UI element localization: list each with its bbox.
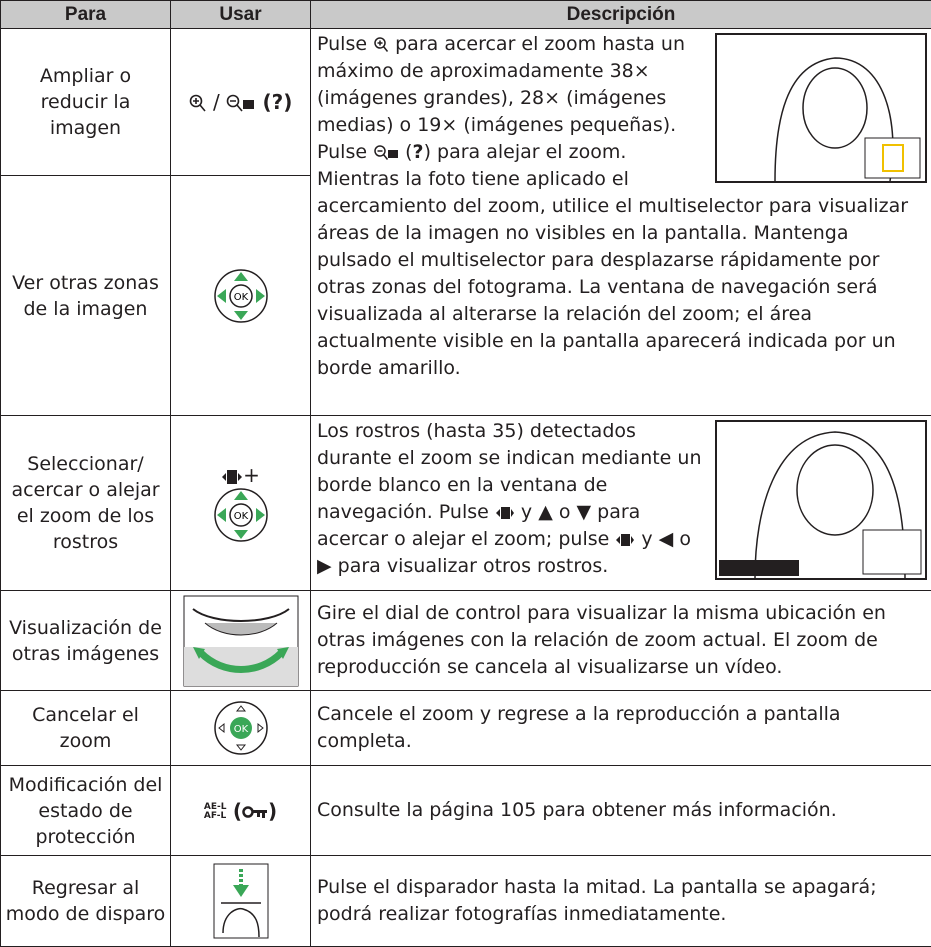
svg-text:OK: OK [233, 292, 248, 303]
para: Ampliar o reducir la imagen [1, 29, 171, 176]
row: Seleccionar/ acercar o alejar el zoom de… [1, 416, 931, 591]
usar [171, 591, 311, 691]
desc-text: Gire el dial de control para visualizar … [317, 602, 886, 678]
description: Pulse el disparador hasta la mitad. La p… [311, 856, 931, 947]
face-icon [615, 532, 635, 548]
desc-text: Pulse [317, 33, 373, 55]
desc-text: ( [399, 141, 412, 163]
shutter-icon [213, 863, 269, 939]
zoom-out-icon [373, 144, 399, 162]
zoom-in-icon [189, 94, 207, 114]
para: Visualización de otras imágenes [1, 591, 171, 691]
multiselector-icon: OK [213, 487, 269, 543]
desc-text: Consulte la página 105 para obtener más … [317, 799, 837, 821]
dial-icon [183, 595, 299, 687]
usar: OK [171, 176, 311, 416]
row: Ampliar o reducir la imagen / (?) Pulse … [1, 29, 931, 176]
zoom-image [715, 33, 927, 183]
usar-text: (?) [262, 90, 292, 114]
multiselector-icon: OK [213, 268, 269, 324]
description: Consulte la página 105 para obtener más … [311, 766, 931, 856]
desc-text: ? [413, 141, 424, 163]
usar-text: AF-L [204, 811, 226, 821]
zoom-in-icon [373, 36, 389, 54]
row: Modificación del estado de protección AE… [1, 766, 931, 856]
svg-text:OK: OK [233, 511, 248, 522]
description: Cancele el zoom y regrese a la reproducc… [311, 691, 931, 766]
description: Pulse para acercar el zoom hasta un máxi… [311, 29, 931, 416]
usar [171, 856, 311, 947]
usar: + OK [171, 416, 311, 591]
usar-text: / [213, 90, 220, 114]
face-icon [495, 505, 515, 521]
header: Descripción [311, 1, 931, 29]
header-row: Para Usar Descripción [1, 1, 931, 29]
key-icon [242, 805, 268, 819]
usar: / (?) [171, 29, 311, 176]
header: Para [1, 1, 171, 29]
desc-text: Cancele el zoom y regrese a la reproducc… [317, 703, 841, 752]
usar-text: ( [233, 799, 242, 823]
usar-text: + [243, 463, 260, 487]
row: Cancelar el zoom OK Cancele el zoom y re… [1, 691, 931, 766]
para: Seleccionar/ acercar o alejar el zoom de… [1, 416, 171, 591]
desc-text: Pulse el disparador hasta la mitad. La p… [317, 876, 877, 925]
svg-text:OK: OK [233, 724, 248, 735]
description: Los rostros (hasta 35) detectados durant… [311, 416, 931, 591]
ok-button-icon: OK [213, 700, 269, 756]
para: Cancelar el zoom [1, 691, 171, 766]
faces-image [715, 420, 927, 580]
usar-text: ) [268, 799, 277, 823]
row: Regresar al modo de disparo Pulse el dis… [1, 856, 931, 947]
usar: OK [171, 691, 311, 766]
zoom-out-icon [226, 94, 256, 114]
para: Modificación del estado de protección [1, 766, 171, 856]
row: Visualización de otras imágenes Gire el … [1, 591, 931, 691]
para: Regresar al modo de disparo [1, 856, 171, 947]
face-icon [221, 468, 243, 486]
description: Gire el dial de control para visualizar … [311, 591, 931, 691]
para: Ver otras zonas de la imagen [1, 176, 171, 416]
header: Usar [171, 1, 311, 29]
